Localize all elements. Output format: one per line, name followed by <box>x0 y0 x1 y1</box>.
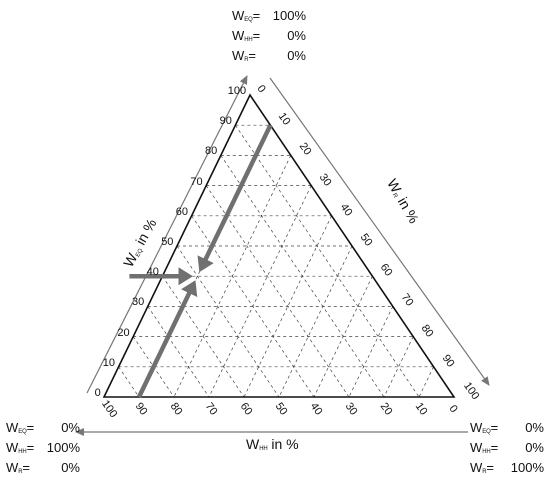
composition-arrows <box>129 124 273 398</box>
tick-left-70: 70 <box>190 175 203 188</box>
corner-row: WHH= 100% <box>6 440 80 455</box>
axis-guide-arrows <box>75 75 490 436</box>
tick-left-30: 30 <box>132 296 145 309</box>
corner-row: WHH= 0% <box>470 440 544 455</box>
tick-left-90: 90 <box>219 115 232 128</box>
grid-line-r-80 <box>383 336 414 398</box>
corner-row: WR= 0% <box>6 460 80 475</box>
grid-line-hh-10 <box>235 125 420 398</box>
guide-arrow-left <box>86 75 248 394</box>
tick-left-60: 60 <box>175 205 189 218</box>
tick-left-80: 80 <box>205 145 218 158</box>
grid-line-r-90 <box>418 366 434 398</box>
grid-line-hh-60 <box>162 276 245 398</box>
arrow-from-r-axis <box>197 124 273 273</box>
axis-title-bottom: WHH in % <box>246 436 299 452</box>
tick-left-10: 10 <box>102 356 116 369</box>
corner-label-bottom-right: WEQ= 0% WHH= 0% WR= 100% <box>470 420 544 480</box>
corner-label-top: WEQ= 100% WHH= 0% WR= 0% <box>232 8 306 68</box>
grid-line-r-60 <box>313 276 373 398</box>
grid-line-hh-50 <box>176 245 280 398</box>
grid-line-r-50 <box>278 245 353 398</box>
grid-line-hh-70 <box>147 306 210 398</box>
tick-left-20: 20 <box>117 326 130 339</box>
corner-row: WR= 100% <box>470 460 544 475</box>
tick-left-0: 0 <box>94 387 101 399</box>
tick-left-40: 40 <box>146 266 159 279</box>
corner-row: WHH= 0% <box>232 28 306 43</box>
corner-row: WEQ= 0% <box>470 420 544 435</box>
triangle-frame <box>102 93 456 398</box>
corner-row: WR= 0% <box>232 48 306 63</box>
corner-row: WEQ= 100% <box>232 8 306 23</box>
grid-line-r-70 <box>348 306 394 398</box>
corner-row: WEQ= 0% <box>6 420 80 435</box>
arrow-from-hh-axis <box>136 280 198 398</box>
guide-arrow-right <box>269 77 490 386</box>
tick-left-50: 50 <box>161 236 174 248</box>
corner-label-bottom-left: WEQ= 0% WHH= 100% WR= 0% <box>6 420 80 480</box>
grid-line-hh-30 <box>205 185 350 398</box>
tick-left-100: 100 <box>227 85 247 97</box>
grid-line-hh-90 <box>118 366 140 398</box>
